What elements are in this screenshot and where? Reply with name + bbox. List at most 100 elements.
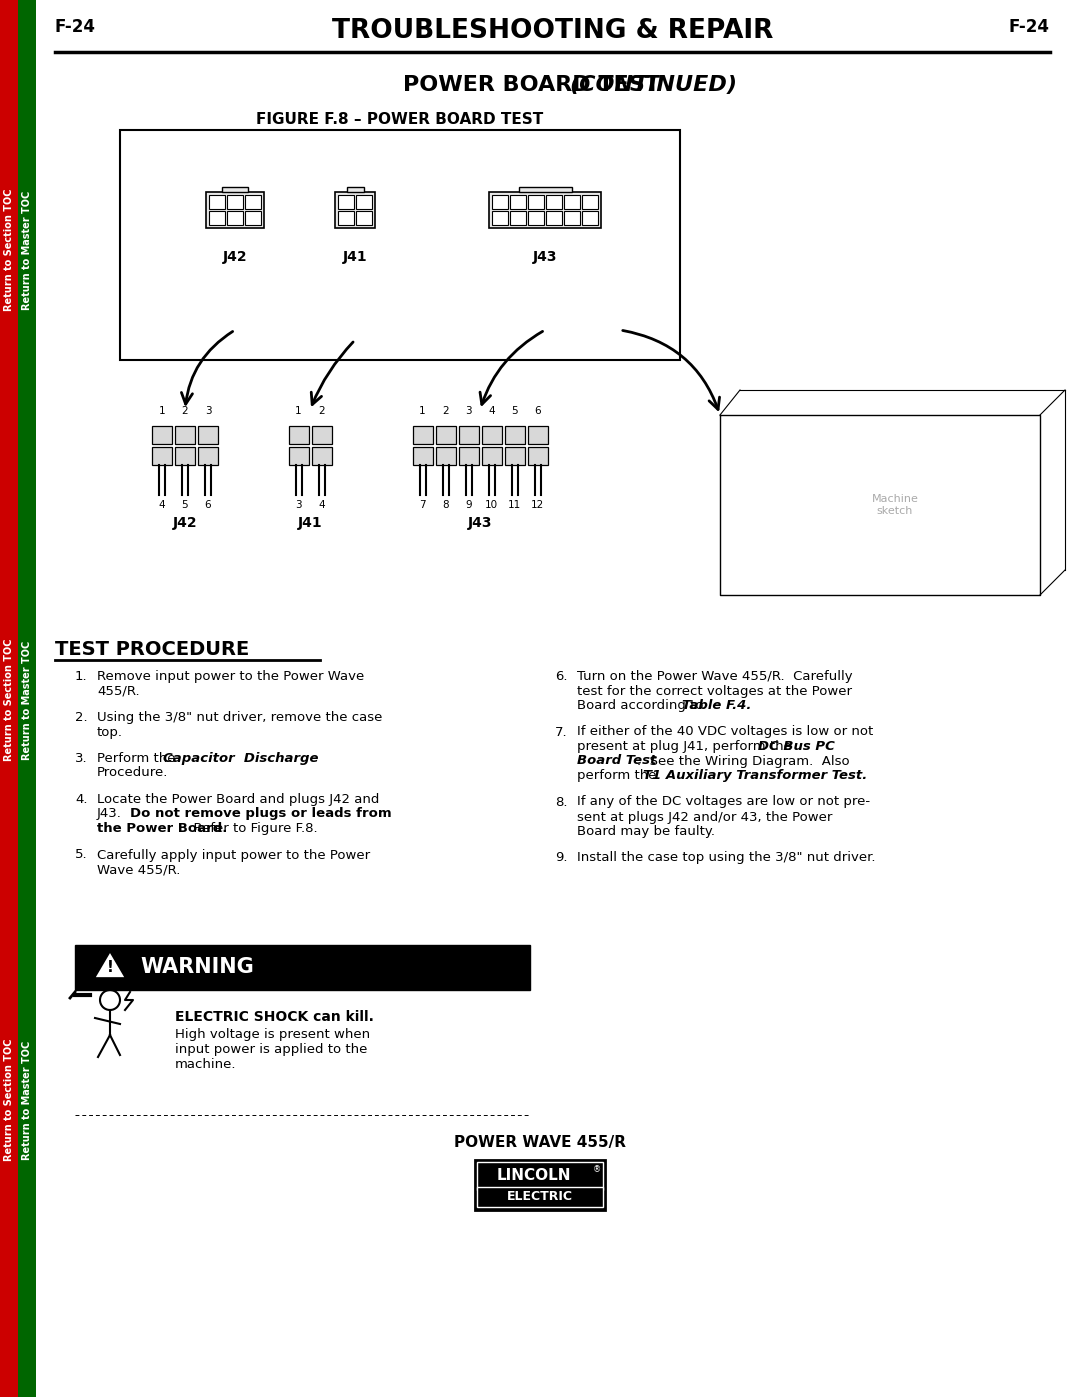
Text: Machine
sketch: Machine sketch <box>872 495 918 515</box>
Text: 6.: 6. <box>555 671 567 683</box>
Text: F-24: F-24 <box>1009 18 1050 36</box>
Text: 9.: 9. <box>555 851 567 863</box>
Text: 12: 12 <box>531 500 544 510</box>
Text: Carefully apply input power to the Power
Wave 455/R.: Carefully apply input power to the Power… <box>97 848 370 876</box>
Bar <box>175 426 195 443</box>
Bar <box>546 196 562 210</box>
Text: Board Test: Board Test <box>577 754 657 767</box>
Bar <box>288 426 309 443</box>
Text: If any of the DC voltages are low or not pre-
sent at plugs J42 and/or 43, the P: If any of the DC voltages are low or not… <box>577 795 870 838</box>
Text: test for the correct voltages at the Power: test for the correct voltages at the Pow… <box>577 685 852 697</box>
Text: 2: 2 <box>442 405 449 415</box>
Bar <box>245 196 261 210</box>
Text: perform the: perform the <box>577 768 661 782</box>
Text: !: ! <box>107 960 113 975</box>
Text: 6: 6 <box>205 500 212 510</box>
Text: LINCOLN: LINCOLN <box>497 1168 571 1182</box>
Bar <box>492 211 508 225</box>
Text: 2: 2 <box>181 405 188 415</box>
Text: Table F.4.: Table F.4. <box>681 698 751 712</box>
Bar <box>435 426 456 443</box>
Text: 2.: 2. <box>75 711 87 724</box>
Text: Locate the Power Board and plugs J42 and: Locate the Power Board and plugs J42 and <box>97 793 379 806</box>
Bar <box>222 187 248 191</box>
Bar <box>518 187 571 191</box>
Text: (CONTINUED): (CONTINUED) <box>569 75 738 95</box>
Bar <box>227 196 243 210</box>
Bar <box>288 447 309 464</box>
Text: 1.: 1. <box>75 671 87 683</box>
Text: FIGURE F.8 – POWER BOARD TEST: FIGURE F.8 – POWER BOARD TEST <box>256 112 543 127</box>
Bar <box>510 211 526 225</box>
Text: Return to Section TOC: Return to Section TOC <box>4 638 14 761</box>
Text: Do not remove plugs or leads from: Do not remove plugs or leads from <box>130 807 392 820</box>
Text: Remove input power to the Power Wave
455/R.: Remove input power to the Power Wave 455… <box>97 671 364 698</box>
Bar <box>335 191 375 228</box>
Bar <box>210 196 225 210</box>
Text: TEST PROCEDURE: TEST PROCEDURE <box>55 640 249 659</box>
Text: 4: 4 <box>488 405 495 415</box>
Bar <box>152 426 172 443</box>
Text: 1: 1 <box>295 405 301 415</box>
Text: 3.: 3. <box>75 752 87 766</box>
Bar <box>504 447 525 464</box>
Text: J41: J41 <box>298 517 322 531</box>
Text: Return to Master TOC: Return to Master TOC <box>22 640 32 760</box>
Text: 7: 7 <box>419 500 426 510</box>
Text: the Power Board.: the Power Board. <box>97 821 228 835</box>
Bar <box>477 1187 603 1207</box>
Bar <box>413 426 432 443</box>
Text: 3: 3 <box>295 500 301 510</box>
Bar <box>475 1160 605 1210</box>
Text: Procedure.: Procedure. <box>97 767 168 780</box>
Bar <box>338 196 354 210</box>
Text: J43: J43 <box>532 250 557 264</box>
Bar <box>504 426 525 443</box>
Bar <box>459 447 478 464</box>
Bar <box>413 447 432 464</box>
Text: Return to Master TOC: Return to Master TOC <box>22 1041 32 1160</box>
Bar <box>546 211 562 225</box>
Text: J41: J41 <box>342 250 367 264</box>
Text: present at plug J41, perform the: present at plug J41, perform the <box>577 740 796 753</box>
Bar <box>245 211 261 225</box>
Bar <box>0 0 18 1397</box>
Text: 5.: 5. <box>75 848 87 862</box>
Bar <box>311 426 332 443</box>
Text: ELECTRIC: ELECTRIC <box>507 1190 573 1203</box>
Bar <box>482 426 501 443</box>
Text: 4: 4 <box>159 500 165 510</box>
Text: 7.: 7. <box>555 725 568 739</box>
Text: 1: 1 <box>159 405 165 415</box>
Bar <box>206 191 264 228</box>
Bar <box>459 426 478 443</box>
Text: Turn on the Power Wave 455/R.  Carefully: Turn on the Power Wave 455/R. Carefully <box>577 671 852 683</box>
Text: 11: 11 <box>508 500 522 510</box>
Bar <box>477 1162 603 1190</box>
Bar <box>18 0 36 1397</box>
Text: DC Bus PC: DC Bus PC <box>758 740 835 753</box>
Text: Return to Master TOC: Return to Master TOC <box>22 190 32 310</box>
Bar <box>175 447 195 464</box>
Text: Return to Section TOC: Return to Section TOC <box>4 1039 14 1161</box>
Polygon shape <box>94 951 126 978</box>
Bar <box>435 447 456 464</box>
Text: F-24: F-24 <box>55 18 96 36</box>
Text: Perform the: Perform the <box>97 752 179 766</box>
Bar <box>582 211 598 225</box>
Text: POWER WAVE 455/R: POWER WAVE 455/R <box>454 1134 626 1150</box>
Bar <box>564 196 580 210</box>
Text: .  See the Wiring Diagram.  Also: . See the Wiring Diagram. Also <box>637 754 850 767</box>
Text: 4.: 4. <box>75 793 87 806</box>
Text: ®: ® <box>593 1165 602 1173</box>
Bar <box>356 196 372 210</box>
Bar <box>489 191 600 228</box>
Bar <box>198 426 218 443</box>
Text: T1 Auxiliary Transformer Test.: T1 Auxiliary Transformer Test. <box>643 768 867 782</box>
Bar <box>527 447 548 464</box>
Text: If either of the 40 VDC voltages is low or not: If either of the 40 VDC voltages is low … <box>577 725 874 739</box>
Text: 5: 5 <box>181 500 188 510</box>
Bar <box>527 426 548 443</box>
Text: Board according to: Board according to <box>577 698 707 712</box>
Text: 3: 3 <box>205 405 212 415</box>
